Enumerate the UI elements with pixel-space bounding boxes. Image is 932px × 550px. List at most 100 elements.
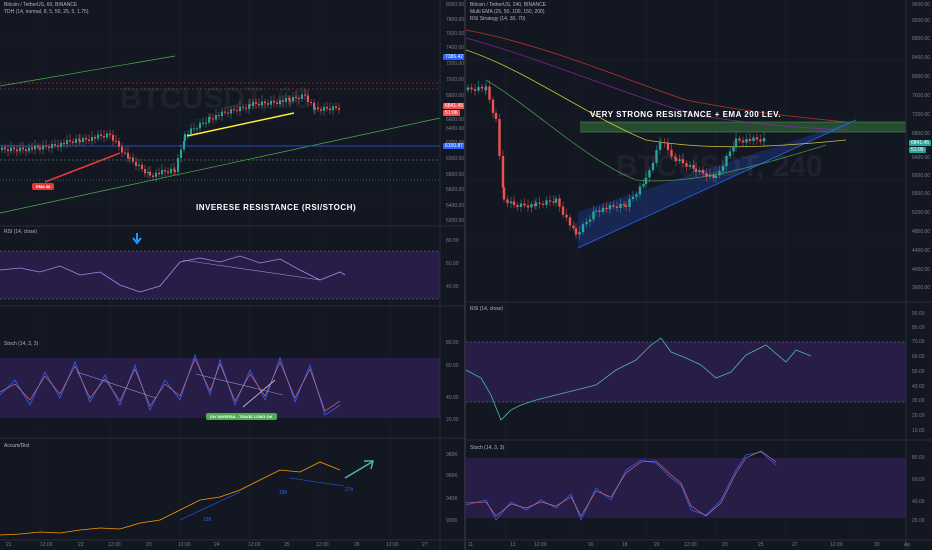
left-rsi-tick: 40.00 [446, 284, 459, 290]
right-rsi-tick: 50.00 [912, 369, 925, 375]
left-price-label-low: 6150.87 [443, 143, 466, 149]
left-accum-tick: 940K [446, 496, 458, 502]
right-price-tick: 7200.00 [912, 112, 931, 118]
left-price-tick: 5800.00 [446, 172, 465, 178]
left-time-tick: 25 [284, 542, 290, 548]
left-time-tick: 23 [146, 542, 152, 548]
right-price-tick: 6400.00 [912, 155, 931, 161]
right-time-tick: 30 [874, 542, 880, 548]
right-price-tick: 4000.00 [912, 267, 931, 273]
right-price-tick: 9600.00 [912, 2, 931, 8]
right-time-tick: 23 [722, 542, 728, 548]
left-accum-title: Accum/Dist [4, 443, 30, 449]
left-accum-tick: 920K [446, 518, 458, 524]
left-price-label-top: 7386.42 [443, 54, 466, 60]
right-stoch-tick: 20.00 [912, 518, 925, 524]
left-price-tick: 8000.00 [446, 2, 465, 8]
right-rsi-tick: 40.00 [912, 384, 925, 390]
right-stoch-tick: 40.00 [912, 499, 925, 505]
right-rsi-tick: 10.00 [912, 428, 925, 434]
left-stoch-tick: 80.00 [446, 340, 459, 346]
right-price-tick: 3600.00 [912, 285, 931, 291]
right-rsi-tick: 20.00 [912, 413, 925, 419]
left-price-tick: 7600.00 [446, 31, 465, 37]
left-price-tick: 7000.00 [446, 77, 465, 83]
right-indicator-label: Multi EMA (25, 50, 100, 150, 200) [470, 9, 545, 15]
right-time-tick: 16 [588, 542, 594, 548]
left-time-tick: 21 [6, 542, 12, 548]
accum-mark-2: 18h [279, 490, 288, 496]
right-time-tick: Ap [904, 542, 911, 548]
right-stoch-tick: 80.00 [912, 455, 925, 461]
right-time-tick: 27 [792, 542, 798, 548]
left-stoch-title: Stoch (14, 3, 3) [4, 341, 39, 347]
right-rsi-tick: 80.00 [912, 325, 925, 331]
right-watermark: BTCUSDT, 240 [616, 150, 823, 183]
left-time-tick: 12:00 [108, 542, 121, 548]
right-rsi-tick: 30.00 [912, 398, 925, 404]
left-candles [1, 89, 340, 182]
left-time-tick: 24 [214, 542, 220, 548]
left-accum-tick: 980K [446, 452, 458, 458]
left-price-tick: 5200.00 [446, 218, 465, 224]
left-price-tick: 6000.00 [446, 156, 465, 162]
left-indicator-label: TDH (14, normal, 8, 5, 50, 25, 5, 1.75) [4, 9, 89, 15]
left-time-tick: 12:00 [386, 542, 399, 548]
left-watermark: BTCUSDT, 60 [120, 82, 311, 115]
right-rsi-tick: 70.00 [912, 339, 925, 345]
left-price-tick: 6800.00 [446, 93, 465, 99]
right-time-tick: 18 [622, 542, 628, 548]
left-price-tick: 7200.00 [446, 61, 465, 67]
left-stoch-tick: 40.00 [446, 395, 459, 401]
right-price-label-mid: 6841.45 [909, 140, 932, 146]
left-time-tick: 12:00 [248, 542, 261, 548]
right-time-tick: 20 [654, 542, 660, 548]
right-rsi-title: RSI (14, close) [470, 306, 504, 312]
left-price-label-mid2: 51:06 [443, 110, 460, 116]
left-stoch-tick: 60.00 [446, 363, 459, 369]
right-chart-svg[interactable] [466, 0, 932, 550]
right-time-tick: 12:00 [684, 542, 697, 548]
left-price-tick: 5600.00 [446, 187, 465, 193]
accum-mark-3: 27h [345, 487, 354, 493]
right-annotation: VERY STRONG RESISTANCE + EMA 200 LEV. [590, 110, 781, 119]
right-price-tick: 4800.00 [912, 229, 931, 235]
pane-divider[interactable] [464, 0, 466, 550]
right-price-tick: 6800.00 [912, 131, 931, 137]
left-price-tick: 5400.00 [446, 203, 465, 209]
right-price-tick: 8400.00 [912, 55, 931, 61]
right-chart-title: Bitcoin / TetherUS, 240, BINANCE [470, 2, 547, 8]
ema-badge: EMA 88 [32, 183, 55, 190]
left-rsi-title: RSI (14, close) [4, 229, 38, 235]
left-chart-title: Bitcoin / TetherUS, 60, BINANCE [4, 2, 78, 8]
left-price-tick: 6400.00 [446, 126, 465, 132]
right-price-tick: 9200.00 [912, 18, 931, 24]
left-price-tick: 7800.00 [446, 17, 465, 23]
right-stoch-tick: 60.00 [912, 477, 925, 483]
right-rsi-tick: 90.00 [912, 311, 925, 317]
right-price-label-mid2: 51:06 [909, 147, 926, 153]
right-stoch-title: Stoch (14, 3, 3) [470, 445, 505, 451]
right-chart-panel[interactable]: BTCUSDT, 240 Bitcoin / TetherUS, 240, BI… [466, 0, 932, 550]
left-accum-tick: 960K [446, 473, 458, 479]
left-time-tick: 26 [354, 542, 360, 548]
right-time-tick: 12:00 [534, 542, 547, 548]
right-price-tick: 5600.00 [912, 191, 931, 197]
right-price-tick: 5200.00 [912, 210, 931, 216]
right-price-tick: 8000.00 [912, 74, 931, 80]
left-chart-svg[interactable] [0, 0, 466, 550]
left-price-label-mid: 6841.45 [443, 103, 466, 109]
right-price-tick: 8800.00 [912, 36, 931, 42]
right-time-tick: 25 [758, 542, 764, 548]
left-price-tick: 7400.00 [446, 45, 465, 51]
right-time-tick: 12:00 [830, 542, 843, 548]
right-time-tick: 11 [468, 542, 474, 548]
right-candles [466, 80, 766, 240]
accum-mark-1: 22h [203, 517, 212, 523]
left-annotation: INVERESE RESISTANCE (RSI/STOCH) [196, 203, 357, 212]
right-price-tick: 7600.00 [912, 93, 931, 99]
left-time-tick: 12:00 [40, 542, 53, 548]
left-stoch-tick: 20.00 [446, 417, 459, 423]
left-chart-panel[interactable]: BTCUSDT, 60 Bitcoin / TetherUS, 60, BINA… [0, 0, 466, 550]
right-time-tick: 13 [510, 542, 516, 548]
